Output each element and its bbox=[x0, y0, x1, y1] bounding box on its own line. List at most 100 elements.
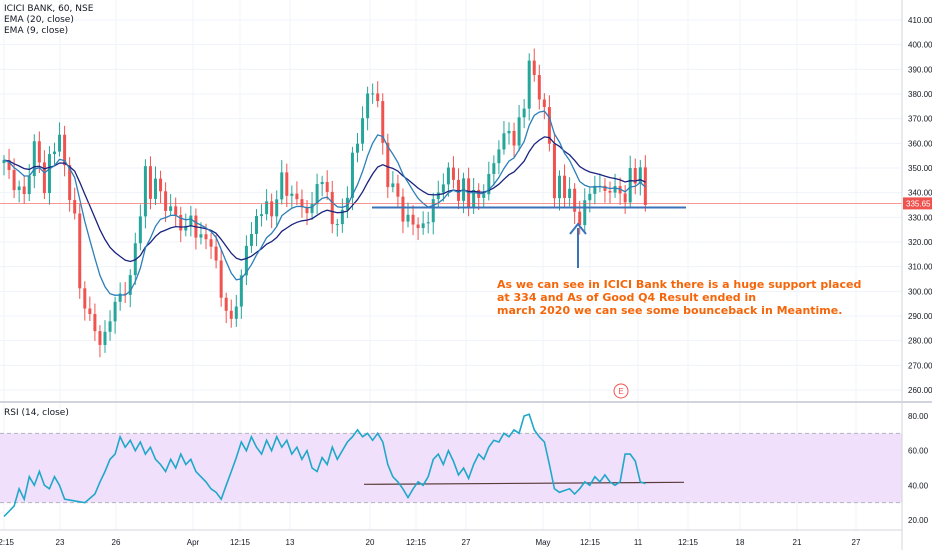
candle-body bbox=[416, 224, 420, 229]
candle-body bbox=[330, 191, 334, 225]
candle-body bbox=[350, 152, 354, 198]
last-price-label: 335.65 bbox=[906, 199, 931, 208]
candle-body bbox=[436, 192, 440, 200]
candle-body bbox=[558, 175, 561, 199]
candle-body bbox=[53, 151, 56, 155]
candle-body bbox=[441, 184, 445, 193]
price-tick-label: 290.00 bbox=[908, 312, 932, 321]
candle-body bbox=[219, 260, 223, 298]
rsi-title[interactable]: RSI (14, close) bbox=[4, 408, 69, 418]
candle-body bbox=[396, 183, 400, 197]
candle-body bbox=[512, 130, 516, 146]
candle-body bbox=[103, 331, 107, 345]
candle-body bbox=[563, 175, 567, 198]
candle-body bbox=[340, 209, 344, 225]
candle-body bbox=[2, 160, 6, 164]
candle-body bbox=[128, 275, 132, 295]
earnings-event-label: E bbox=[618, 387, 623, 396]
candle-body bbox=[633, 168, 637, 184]
price-tick-label: 390.00 bbox=[908, 65, 932, 74]
candle-body bbox=[457, 179, 460, 201]
candle-body bbox=[315, 184, 319, 205]
symbol-title[interactable]: ICICI BANK, 60, NSE bbox=[4, 4, 94, 14]
earnings-event-icon[interactable] bbox=[613, 383, 629, 399]
candle-body bbox=[487, 173, 491, 195]
candle-body bbox=[275, 199, 279, 217]
price-tick-label: 370.00 bbox=[908, 115, 932, 124]
ema20-line bbox=[3, 136, 646, 263]
annotation-line-1: As we can see in ICICI Bank there is a h… bbox=[497, 278, 861, 291]
candle-body bbox=[249, 233, 253, 246]
candle-body bbox=[83, 288, 87, 309]
price-tick-label: 400.00 bbox=[908, 41, 932, 50]
annotation-line-2: at 334 and As of Good Q4 Result ended in bbox=[497, 291, 756, 304]
ema9-legend[interactable]: EMA (9, close) bbox=[4, 26, 69, 36]
candle-body bbox=[406, 214, 410, 222]
candle-body bbox=[371, 93, 375, 95]
candle-body bbox=[366, 93, 370, 119]
candle-body bbox=[568, 188, 572, 198]
time-tick-label: 26 bbox=[112, 538, 121, 547]
candle-body bbox=[356, 143, 359, 153]
candle-body bbox=[88, 308, 92, 315]
candle-body bbox=[542, 99, 546, 108]
candle-body bbox=[179, 214, 183, 231]
price-tick-label: 300.00 bbox=[908, 287, 932, 296]
main-legend: ICICI BANK, 60, NSE EMA (20, close) EMA … bbox=[4, 4, 93, 37]
candle-body bbox=[98, 331, 102, 345]
rsi-tick-label: 60.00 bbox=[908, 447, 929, 456]
candle-body bbox=[234, 306, 238, 319]
arrow-head[interactable] bbox=[569, 222, 587, 235]
candle-body bbox=[431, 199, 435, 223]
time-tick-label: 20 bbox=[366, 538, 375, 547]
candle-body bbox=[159, 178, 163, 192]
candle-body bbox=[295, 193, 299, 200]
time-tick-label: 21 bbox=[793, 538, 802, 547]
candle-body bbox=[174, 206, 178, 215]
candle-body bbox=[73, 200, 77, 214]
candle-body bbox=[608, 190, 612, 193]
candle-body bbox=[472, 189, 476, 207]
candle-body bbox=[47, 154, 51, 194]
candle-body bbox=[552, 143, 556, 199]
candle-body bbox=[345, 197, 349, 210]
candle-body bbox=[93, 314, 97, 332]
candle-body bbox=[578, 211, 582, 226]
candle-body bbox=[224, 297, 228, 311]
candle-body bbox=[184, 225, 188, 231]
candle-body bbox=[27, 176, 31, 195]
time-tick-label: May bbox=[535, 538, 550, 547]
price-tick-label: 380.00 bbox=[908, 90, 932, 99]
rsi-tick-label: 20.00 bbox=[908, 516, 929, 525]
candle-body bbox=[169, 206, 173, 211]
candle-body bbox=[482, 194, 486, 198]
annotation-line-3: march 2020 we can see some bounceback in… bbox=[497, 304, 842, 317]
candle-body bbox=[320, 181, 324, 185]
price-tick-label: 320.00 bbox=[908, 238, 932, 247]
time-tick-label: 18 bbox=[736, 538, 745, 547]
candle-body bbox=[451, 167, 455, 180]
price-tick-label: 260.00 bbox=[908, 386, 932, 395]
ema20-legend[interactable]: EMA (20, close) bbox=[4, 15, 74, 25]
candle-body bbox=[209, 239, 213, 247]
candle-body bbox=[255, 216, 258, 234]
chart-text: As we can see in ICICI Bank there is a h… bbox=[497, 278, 861, 399]
candle-body bbox=[199, 234, 203, 238]
candle-body bbox=[325, 181, 329, 192]
price-tick-label: 280.00 bbox=[908, 337, 932, 346]
candle-body bbox=[421, 223, 425, 229]
candle-body bbox=[426, 222, 430, 224]
candle-body bbox=[492, 163, 496, 174]
candle-body bbox=[118, 293, 122, 302]
candle-body bbox=[265, 201, 269, 215]
time-tick-label: 23 bbox=[56, 538, 65, 547]
candles bbox=[2, 48, 647, 358]
candle-body bbox=[502, 133, 506, 150]
candle-body bbox=[532, 60, 536, 76]
time-tick-label: Apr bbox=[187, 538, 200, 547]
candle-body bbox=[583, 200, 587, 226]
candle-body bbox=[204, 234, 208, 240]
rsi-band-fill bbox=[0, 433, 902, 503]
rsi-series-line bbox=[3, 413, 646, 518]
